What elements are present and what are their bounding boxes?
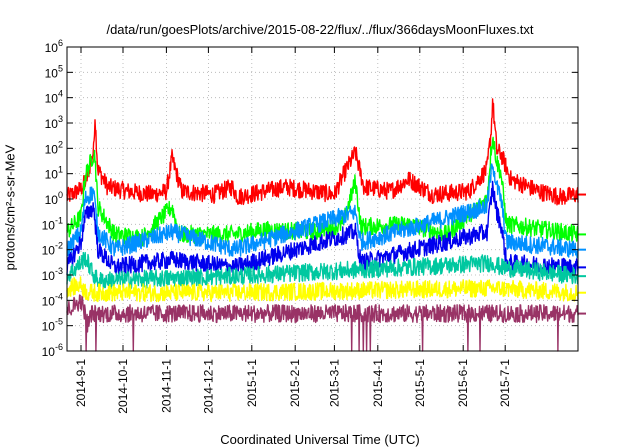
x-axis-label: Coordinated Universal Time (UTC) [220, 432, 420, 447]
y-tick-label: 10-4 [42, 291, 63, 308]
x-tick-label: 2014-12-1 [201, 359, 215, 414]
y-tick-label: 10-5 [42, 317, 63, 334]
x-tick-label: 2015-7-1 [498, 359, 512, 407]
chart-title: /data/run/goesPlots/archive/2015-08-22/f… [106, 22, 534, 37]
series-line [66, 180, 579, 277]
x-tick-label: 2015-2-1 [288, 359, 302, 407]
series-line [66, 251, 579, 290]
y-tick-label: 10-6 [42, 342, 63, 359]
y-tick-label: 102 [45, 139, 63, 156]
x-tick-label: 2015-6-1 [456, 359, 470, 407]
y-tick-label: 10-1 [42, 215, 63, 232]
y-tick-label: 105 [45, 63, 63, 80]
y-tick-label: 103 [45, 114, 63, 131]
x-tick-label: 2014-9-1 [74, 359, 88, 407]
x-tick-label: 2015-1-1 [245, 359, 259, 407]
y-axis-ticks: 10-6 10-5 10-4 10-3 10-2 10-1 100 101 102 103 104 1… [42, 38, 578, 359]
series-line [66, 163, 579, 259]
x-tick-label: 2015-4-1 [371, 359, 385, 407]
x-tick-label: 2014-11-1 [159, 359, 173, 413]
x-tick-label: 2015-3-1 [327, 359, 341, 407]
y-tick-label: 10-3 [42, 266, 63, 283]
series-line [66, 98, 579, 206]
y-tick-label: 106 [45, 38, 63, 55]
y-axis-label: protons/cm²-s-sr-MeV [2, 144, 18, 271]
series-line [66, 294, 579, 352]
x-tick-label: 2015-5-1 [413, 359, 427, 407]
y-tick-label: 10-2 [42, 241, 63, 258]
y-tick-label: 101 [45, 165, 63, 182]
y-tick-label: 100 [45, 190, 63, 207]
series-layer [66, 98, 586, 352]
x-axis-ticks: 2014-9-1 2014-10-1 2014-11-1 2014-12-1 2015-… [74, 47, 512, 414]
y-tick-label: 104 [45, 89, 63, 106]
series-line [66, 276, 579, 303]
x-tick-label: 2014-10-1 [116, 359, 130, 414]
